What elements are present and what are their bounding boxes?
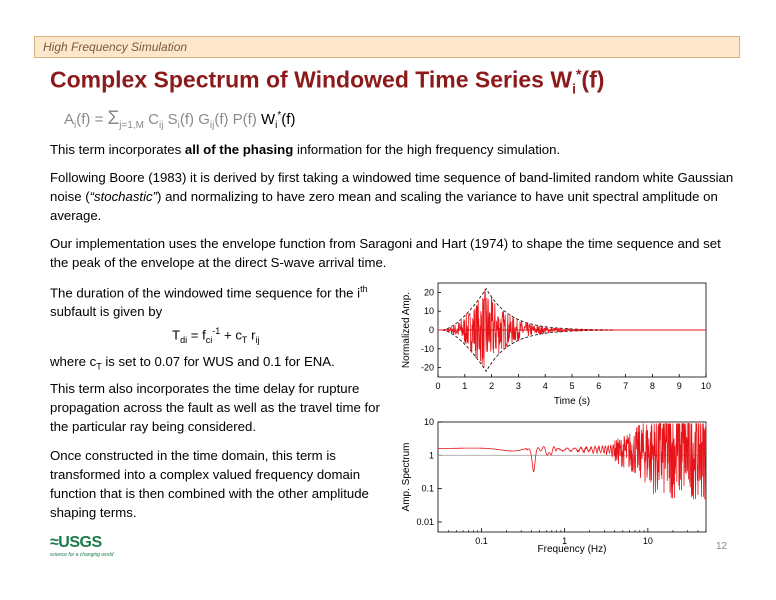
- paragraph-envelope: Our implementation uses the envelope fun…: [50, 236, 721, 270]
- paragraph-phasing: This term incorporates all of the phasin…: [50, 140, 740, 159]
- time-x-ticks: 0 1 2 3 4 5 6 7 8 9 10: [435, 374, 711, 391]
- paragraph-boore: Following Boore (1983) it is derived by …: [50, 168, 745, 225]
- time-x-tick-label: 4: [543, 381, 548, 391]
- formula-w-term: Wi*(f): [260, 110, 296, 131]
- slide-title: Complex Spectrum of Windowed Time Series…: [50, 66, 604, 96]
- formula-w-sup: *: [277, 110, 282, 121]
- spectrum-y-tick-label: 10: [424, 417, 434, 427]
- spectrum-plot-frame: [437, 421, 707, 533]
- title-text: Complex Spectrum of Windowed Time Series…: [50, 66, 573, 93]
- formula-w-sub: i: [275, 120, 278, 131]
- time-y-ticks: 20 10 0 -10 -20: [421, 287, 441, 373]
- title-sup: *: [575, 66, 582, 82]
- p2-pre: Following Boore (1983) it is derived by …: [50, 170, 734, 204]
- formula-s: S: [163, 111, 178, 128]
- p1-pre: This term incorporates: [50, 142, 185, 157]
- formula-g: (f) G: [179, 111, 210, 128]
- formula-g-sub: ij: [209, 120, 215, 131]
- time-y-tick-label: 10: [424, 306, 434, 316]
- eq-plus: + c: [220, 327, 242, 343]
- formula-f1: (f) =: [76, 111, 108, 128]
- formula-p: (f) P(f): [214, 111, 261, 128]
- p5-sub: T: [96, 361, 102, 372]
- eq-c-sub: T: [241, 335, 248, 346]
- time-x-label: Time (s): [554, 396, 590, 407]
- formula: Ai(f) = Σj=1,M Cij Si(f) Gij(f) P(f) Wi*…: [64, 108, 295, 131]
- formula-c: C: [144, 111, 159, 128]
- p1-post: information for the high frequency simul…: [293, 142, 561, 157]
- formula-s-sub: i: [177, 120, 180, 131]
- p1-bold: all of the phasing: [184, 142, 294, 157]
- spectrum-trace: [438, 423, 707, 500]
- formula-sum-sub: j=1,M: [119, 120, 144, 131]
- usgs-tagline: science for a changing world: [50, 552, 114, 558]
- time-x-tick-label: 5: [569, 381, 574, 391]
- formula-c-sub: ij: [159, 120, 164, 131]
- spectrum-y-tick-label: 0.1: [421, 484, 434, 494]
- paragraph-transform: Once constructed in the time domain, thi…: [50, 448, 369, 520]
- time-y-tick-label: 20: [424, 287, 434, 297]
- p2-post: ) and normalizing to have zero mean and …: [50, 189, 718, 223]
- amplitude-spectrum-chart: 10 1 0.1 0.01 0.1 1 10 Frequency (Hz) Amp. Sp…: [401, 417, 707, 555]
- p5-pre: where c: [50, 354, 97, 369]
- time-x-tick-label: 1: [462, 381, 467, 391]
- formula-w: W: [260, 111, 276, 128]
- spectrum-x-ticks: 0.1 1 10: [437, 528, 707, 546]
- eq-f-sub: ci: [205, 335, 213, 346]
- spectrum-x-label: Frequency (Hz): [538, 544, 607, 555]
- spectrum-x-tick-label: 1: [562, 536, 567, 546]
- spectrum-y-label: Amp. Spectrum: [401, 443, 412, 512]
- page-number: 12: [716, 541, 728, 552]
- time-series-chart: 20 10 0 -10 -20 0 1 2 3 4 5 6 7 8 9 10 Time (s) Normal…: [401, 282, 711, 407]
- p4-sup: th: [360, 284, 368, 294]
- eq-f-sup: -1: [212, 326, 221, 336]
- p2-italic: “stochastic”: [89, 189, 158, 204]
- spectrum-x-tick-label: 0.1: [475, 536, 488, 546]
- time-x-tick-label: 3: [516, 381, 521, 391]
- title-tail: (f): [581, 66, 605, 93]
- time-x-tick-label: 10: [701, 381, 711, 391]
- spectrum-y-tick-label: 1: [429, 450, 434, 460]
- spectrum-x-tick-label: 10: [643, 536, 653, 546]
- time-y-label: Normalized Amp.: [401, 292, 412, 368]
- section-header-bar: High Frequency Simulation: [34, 36, 740, 58]
- eq-t: T: [172, 327, 181, 343]
- time-x-tick-label: 0: [435, 381, 440, 391]
- time-y-tick-label: -10: [421, 344, 434, 354]
- time-x-tick-label: 9: [677, 381, 682, 391]
- p5-post: is set to 0.07 for WUS and 0.1 for ENA.: [101, 354, 335, 369]
- section-label: High Frequency Simulation: [43, 40, 188, 54]
- eq-t-sub: di: [180, 335, 188, 346]
- time-y-tick-label: -20: [421, 363, 434, 373]
- p4-pre: The duration of the windowed time sequen…: [50, 285, 361, 301]
- paragraph-ct: where cT is set to 0.07 for WUS and 0.1 …: [50, 352, 380, 377]
- duration-equation: Tdi = fci-1 + cT rij: [172, 322, 259, 350]
- usgs-logo-mark: ≈USGS: [50, 534, 102, 551]
- formula-a-sub: i: [74, 120, 77, 131]
- eq-mid: = f: [187, 327, 206, 343]
- eq-r-sub: ij: [255, 335, 260, 346]
- paragraph-time-delay: This term also incorporates the time del…: [50, 381, 380, 434]
- time-x-tick-label: 7: [623, 381, 628, 391]
- time-y-tick-label: 0: [429, 325, 434, 335]
- time-x-tick-label: 8: [650, 381, 655, 391]
- time-x-tick-label: 2: [489, 381, 494, 391]
- sigma-symbol: Σ: [107, 108, 120, 129]
- p4-post: subfault is given by: [50, 304, 163, 320]
- formula-a: A: [64, 111, 75, 128]
- spectrum-y-tick-label: 0.01: [416, 517, 434, 527]
- formula-w-tail: (f): [281, 111, 296, 128]
- time-x-tick-label: 6: [596, 381, 601, 391]
- title-sub: i: [572, 80, 576, 97]
- envelope-upper: [441, 287, 613, 331]
- paragraph-duration: The duration of the windowed time sequen…: [50, 280, 380, 321]
- usgs-logo: ≈USGS science for a changing world: [50, 534, 113, 558]
- seismogram-trace: [438, 289, 706, 368]
- eq-r: r: [247, 327, 256, 343]
